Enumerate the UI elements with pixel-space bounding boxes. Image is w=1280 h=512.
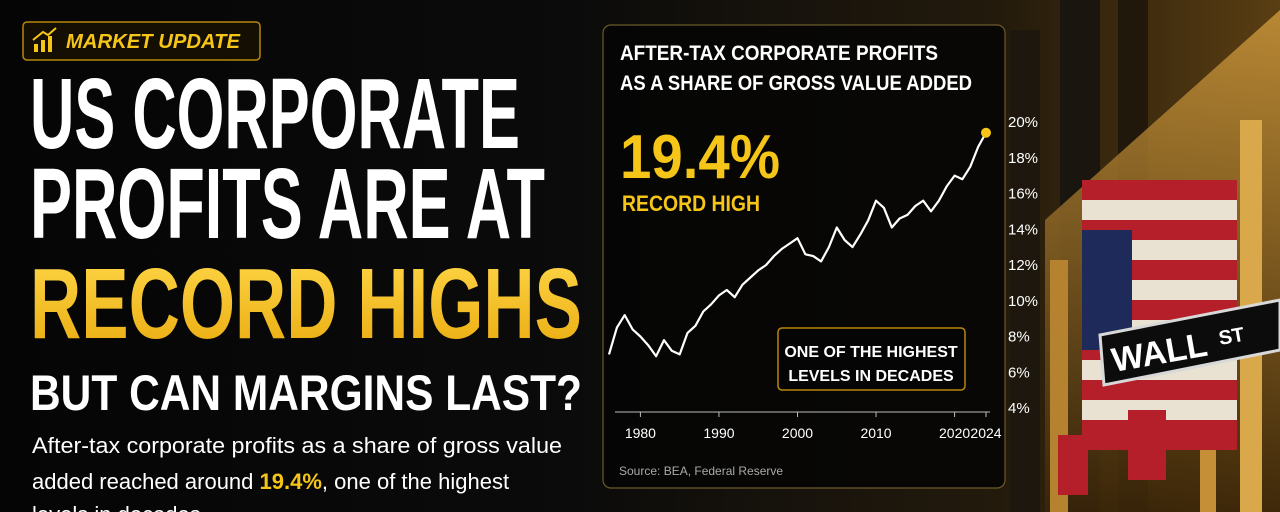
x-tick-label: 2020: [939, 425, 970, 441]
y-tick-label: 8%: [1008, 329, 1030, 346]
line: [607, 132, 987, 358]
body-highlight: 19.4%: [260, 469, 322, 494]
end-marker: [981, 127, 991, 138]
y-tick-label: 18%: [1008, 150, 1038, 167]
plot: 4% 6% 8% 10% 12% 14% 16% 18% 20% 1980 1990 2000 2010…: [607, 114, 1038, 441]
body-text: , one of the highest: [322, 469, 509, 494]
y-tick-label: 14%: [1008, 221, 1038, 238]
body-text: levels in decades: [32, 502, 201, 512]
value-caption: RECORD HIGH: [622, 191, 760, 216]
y-tick-label: 16%: [1008, 186, 1038, 203]
y-tick-label: 6%: [1008, 364, 1030, 381]
y-tick-label: 12%: [1008, 257, 1038, 274]
headline: US CORPORATE: [30, 58, 520, 170]
chart-title: AFTER-TAX CORPORATE PROFITS: [620, 42, 938, 65]
badge: [22, 21, 261, 61]
y-tick-label: 10%: [1008, 293, 1038, 310]
annotation-box: [777, 327, 966, 391]
chart-title: AS A SHARE OF GROSS VALUE ADDED: [620, 72, 972, 95]
y-tick-label: 4%: [1008, 400, 1030, 417]
body-text: added reached around 19.4%, one of the h…: [32, 469, 509, 494]
headline-value: 19.4%: [620, 123, 780, 192]
subheadline: BUT CAN MARGINS LAST?: [30, 365, 582, 421]
x-tick-label: 2000: [782, 425, 813, 441]
badge-icon: [32, 27, 57, 52]
annotation-text: LEVELS IN DECADES: [788, 368, 954, 385]
annotation-text: ONE OF THE HIGHEST: [784, 344, 958, 361]
x-tick-label: 1980: [625, 425, 656, 441]
y-tick-label: 20%: [1008, 114, 1038, 131]
headline: PROFITS ARE AT: [30, 148, 545, 260]
source: Source: BEA, Federal Reserve: [619, 464, 783, 478]
x-tick-label: 1990: [703, 425, 734, 441]
x-tick-label: 2010: [860, 425, 891, 441]
body-text: added reached around: [32, 469, 260, 494]
body-text: After-tax corporate profits as a share o…: [32, 433, 562, 458]
headline-highlight: RECORD HIGHS: [30, 248, 582, 360]
sign-suffix: ST: [1217, 324, 1246, 350]
badge-text: MARKET UPDATE: [66, 31, 241, 53]
x-tick-label: 2024: [970, 425, 1001, 441]
